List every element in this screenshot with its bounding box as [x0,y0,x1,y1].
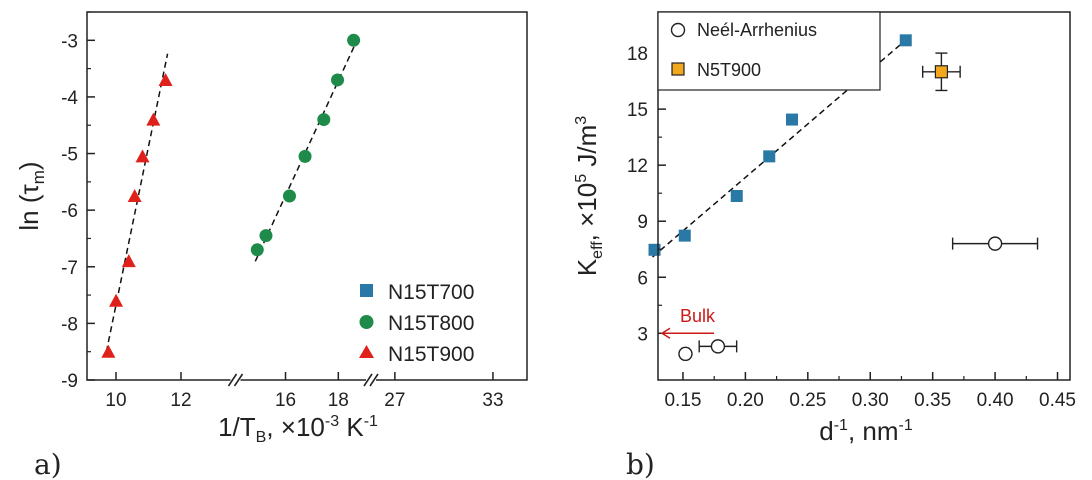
x-tick-label: 27 [384,390,405,411]
fit-line-n15t900 [105,53,169,352]
panel-a-x-label: 1/TB, ×10-3 K-1 [218,412,378,446]
y-tick-label: -6 [61,201,78,222]
point-n15t900 [158,72,173,86]
legend-label-neel-arrhenius: Neél-Arrhenius [697,20,817,40]
axis-break-mark [369,373,379,387]
x-tick-label: 12 [170,390,191,411]
panel-a-axis-breaks [227,373,379,387]
point-ne-l-arrhenius [710,339,726,354]
panel-a-y-label: ln (τm) [14,161,48,230]
y-tick-label: 18 [627,44,648,65]
y-tick-label: -5 [61,145,78,166]
legend-label-n15t900: N15T900 [388,343,474,366]
x-tick-label: 0.20 [727,390,764,411]
legend-label-n5t900: N5T900 [697,60,761,80]
bulk-annotation-label: Bulk [680,306,716,326]
point-n15t800 [347,33,361,47]
y-tick-label: 3 [637,324,648,345]
legend-label-n15t700: N15T700 [388,281,474,304]
point-ne-l-arrhenius [987,236,1003,251]
point-n15t900 [109,293,124,307]
axis-break-gap [230,377,241,383]
point-n15t800 [259,229,273,243]
axis-break-gap [366,377,376,383]
panel-b-legend-box [657,11,881,91]
point-n15t700 [678,229,691,242]
y-tick-label: 6 [637,268,648,289]
x-tick-label: 0.25 [789,390,826,411]
x-tick-label: 0.30 [852,390,889,411]
panel-b-tag: b) [626,448,655,480]
point-n15t800 [250,243,264,257]
point-n15t800 [298,149,312,163]
point-n15t700 [899,34,912,47]
point-n5t900 [934,65,949,79]
panel-b-x-ticks: 0.15 0.20 0.25 0.30 0.35 0.40 0.45 [664,372,1076,411]
panel-b-x-label: d-1, nm-1 [819,416,913,446]
point-n15t900 [101,344,116,358]
panel-b-points [678,52,1039,362]
x-tick-label: 0.45 [1039,390,1076,411]
bulk-arrow [660,327,714,339]
point-n15t900 [135,149,150,163]
point-n15t900 [127,189,142,202]
legend-marker-n15t800 [359,315,374,329]
y-tick-label: -4 [61,88,78,109]
legend-marker-n5t900 [671,62,685,76]
axis-break-mark [227,373,238,387]
axis-break-mark [233,373,244,387]
x-tick-label: 16 [275,390,296,411]
x-tick-label: 18 [328,390,349,411]
point-n15t700 [730,190,743,202]
point-n15t900 [146,112,161,126]
x-tick-label: 0.35 [914,390,951,411]
x-tick-label: 0.15 [664,390,701,411]
bulk-arrow-head [660,327,671,339]
panel-a-frame [86,11,528,381]
legend-label-n15t800: N15T800 [388,312,474,335]
y-tick-label: 9 [637,212,648,233]
panel-b: 3 6 9 12 15 18 0.15 0.20 0.25 0.30 0.35 0.40 0.45 B… [572,11,1076,480]
point-ne-l-arrhenius [678,346,693,362]
panel-a: -9 -8 -7 -6 -5 -4 -3 10 12 16 18 27 33 N15T700 N15T… [14,11,912,480]
x-tick-label: 10 [105,390,126,411]
y-tick-label: -7 [61,258,78,279]
panel-b-legend: Neél-Arrhenius N5T900 [657,11,881,91]
legend-marker-neel-arrhenius [670,22,686,38]
x-tick-label: 33 [482,390,503,411]
point-n15t700 [786,113,798,126]
point-n15t900 [121,254,136,268]
x-tick-label: 0.40 [977,390,1014,411]
panel-b-y-label: Keff, ×105 J/m3 [572,116,606,276]
bulk-annotation: Bulk [660,306,716,339]
panel-a-tag: a) [34,448,62,480]
legend-marker-n15t700 [360,284,373,297]
point-n15t800 [317,113,331,127]
point-n15t800 [331,73,345,87]
point-n15t700 [763,150,776,163]
y-tick-label: -8 [61,314,78,335]
panel-b-y-ticks: 3 6 9 12 15 18 [627,24,666,345]
y-tick-label: 15 [627,100,648,121]
panel-a-y-ticks: -9 -8 -7 -6 -5 -4 -3 [61,11,95,392]
point-n15t800 [282,189,296,203]
y-tick-label: -3 [61,31,78,52]
panel-a-x-ticks: 10 12 16 18 27 33 [105,372,504,411]
axis-break-mark [363,373,373,387]
panel-a-legend: N15T700 N15T800 N15T900 [359,281,474,366]
y-tick-label: -9 [61,371,78,392]
y-tick-label: 12 [627,156,648,177]
legend-marker-n15t900 [359,345,374,358]
